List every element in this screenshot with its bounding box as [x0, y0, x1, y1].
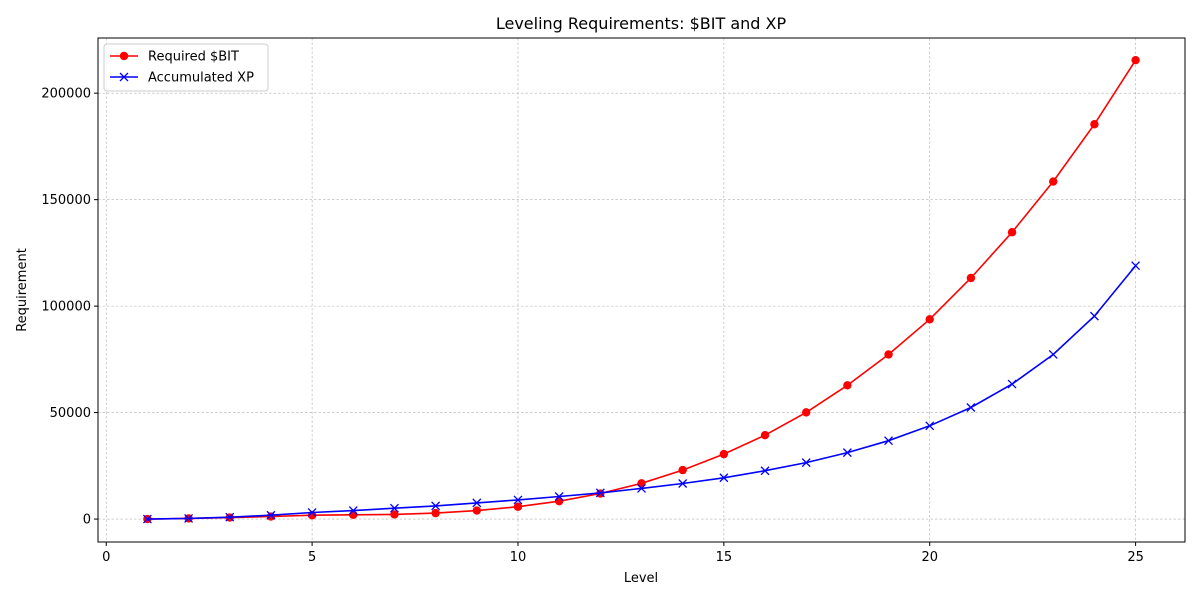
x-tick-label: 25 [1127, 550, 1144, 565]
x-tick-label: 0 [102, 550, 110, 565]
data-point [1048, 350, 1058, 359]
data-point [884, 350, 893, 359]
y-tick-label: 0 [83, 513, 91, 528]
series-0 [143, 55, 1140, 524]
y-tick-label: 150000 [41, 193, 91, 208]
x-axis: 0 5 10 15 20 25 [102, 542, 1144, 565]
data-point [760, 466, 770, 476]
data-point [966, 403, 976, 412]
data-point [719, 473, 729, 483]
data-point [678, 479, 688, 488]
legend: Required $BIT Accumulated XP [103, 43, 269, 92]
data-point [925, 421, 935, 431]
data-point [266, 510, 276, 520]
data-point [348, 506, 358, 516]
y-axis: 0 50000 100000 150000 200000 [41, 87, 98, 528]
data-point [637, 483, 646, 493]
data-point [266, 512, 276, 521]
data-point [966, 273, 976, 283]
plot-frame [97, 37, 1186, 543]
data-point [843, 381, 852, 390]
data-point [801, 458, 811, 468]
data-point [142, 514, 152, 524]
legend-label: Required $BIT [148, 50, 239, 65]
data-point [1090, 120, 1099, 129]
data-point [719, 449, 729, 459]
data-point [390, 510, 399, 519]
y-axis-label: Requirement [15, 248, 30, 332]
data-point [472, 498, 482, 508]
y-tick-label: 200000 [41, 87, 91, 102]
data-point [349, 510, 358, 520]
series-layer [142, 55, 1141, 524]
x-tick-label: 15 [716, 550, 733, 565]
data-point [678, 465, 687, 475]
data-point [389, 503, 399, 513]
legend-marker [119, 51, 129, 61]
data-point [554, 492, 564, 501]
y-tick-label: 100000 [41, 300, 91, 315]
data-point [225, 512, 235, 522]
data-point [431, 501, 441, 511]
data-point [472, 506, 482, 515]
data-point [925, 315, 934, 324]
y-tick-label: 50000 [50, 406, 91, 421]
data-point [760, 430, 770, 440]
data-point [513, 502, 523, 511]
series-1 [142, 261, 1141, 524]
series-line [147, 59, 1137, 520]
x-tick-label: 20 [921, 550, 938, 565]
data-point [1007, 228, 1017, 237]
legend-marker [119, 72, 129, 82]
data-point [884, 436, 894, 446]
data-point [513, 495, 523, 505]
data-point [1131, 261, 1141, 271]
data-point [184, 513, 194, 523]
data-point [595, 488, 605, 498]
data-point [431, 508, 440, 518]
x-tick-label: 10 [510, 550, 527, 565]
data-point [1131, 55, 1140, 65]
legend-label: Accumulated XP [148, 71, 254, 86]
data-point [801, 408, 811, 417]
grid-lines [98, 38, 1185, 542]
data-point [1007, 379, 1017, 389]
data-point [842, 448, 852, 458]
data-point [1089, 311, 1099, 321]
data-point [1049, 177, 1058, 186]
data-point [307, 508, 317, 517]
x-tick-label: 5 [308, 550, 316, 565]
data-point [554, 496, 564, 506]
x-axis-label: Level [624, 571, 658, 586]
legend-box [103, 43, 269, 92]
chart-title: Leveling Requirements: $BIT and XP [496, 14, 787, 33]
